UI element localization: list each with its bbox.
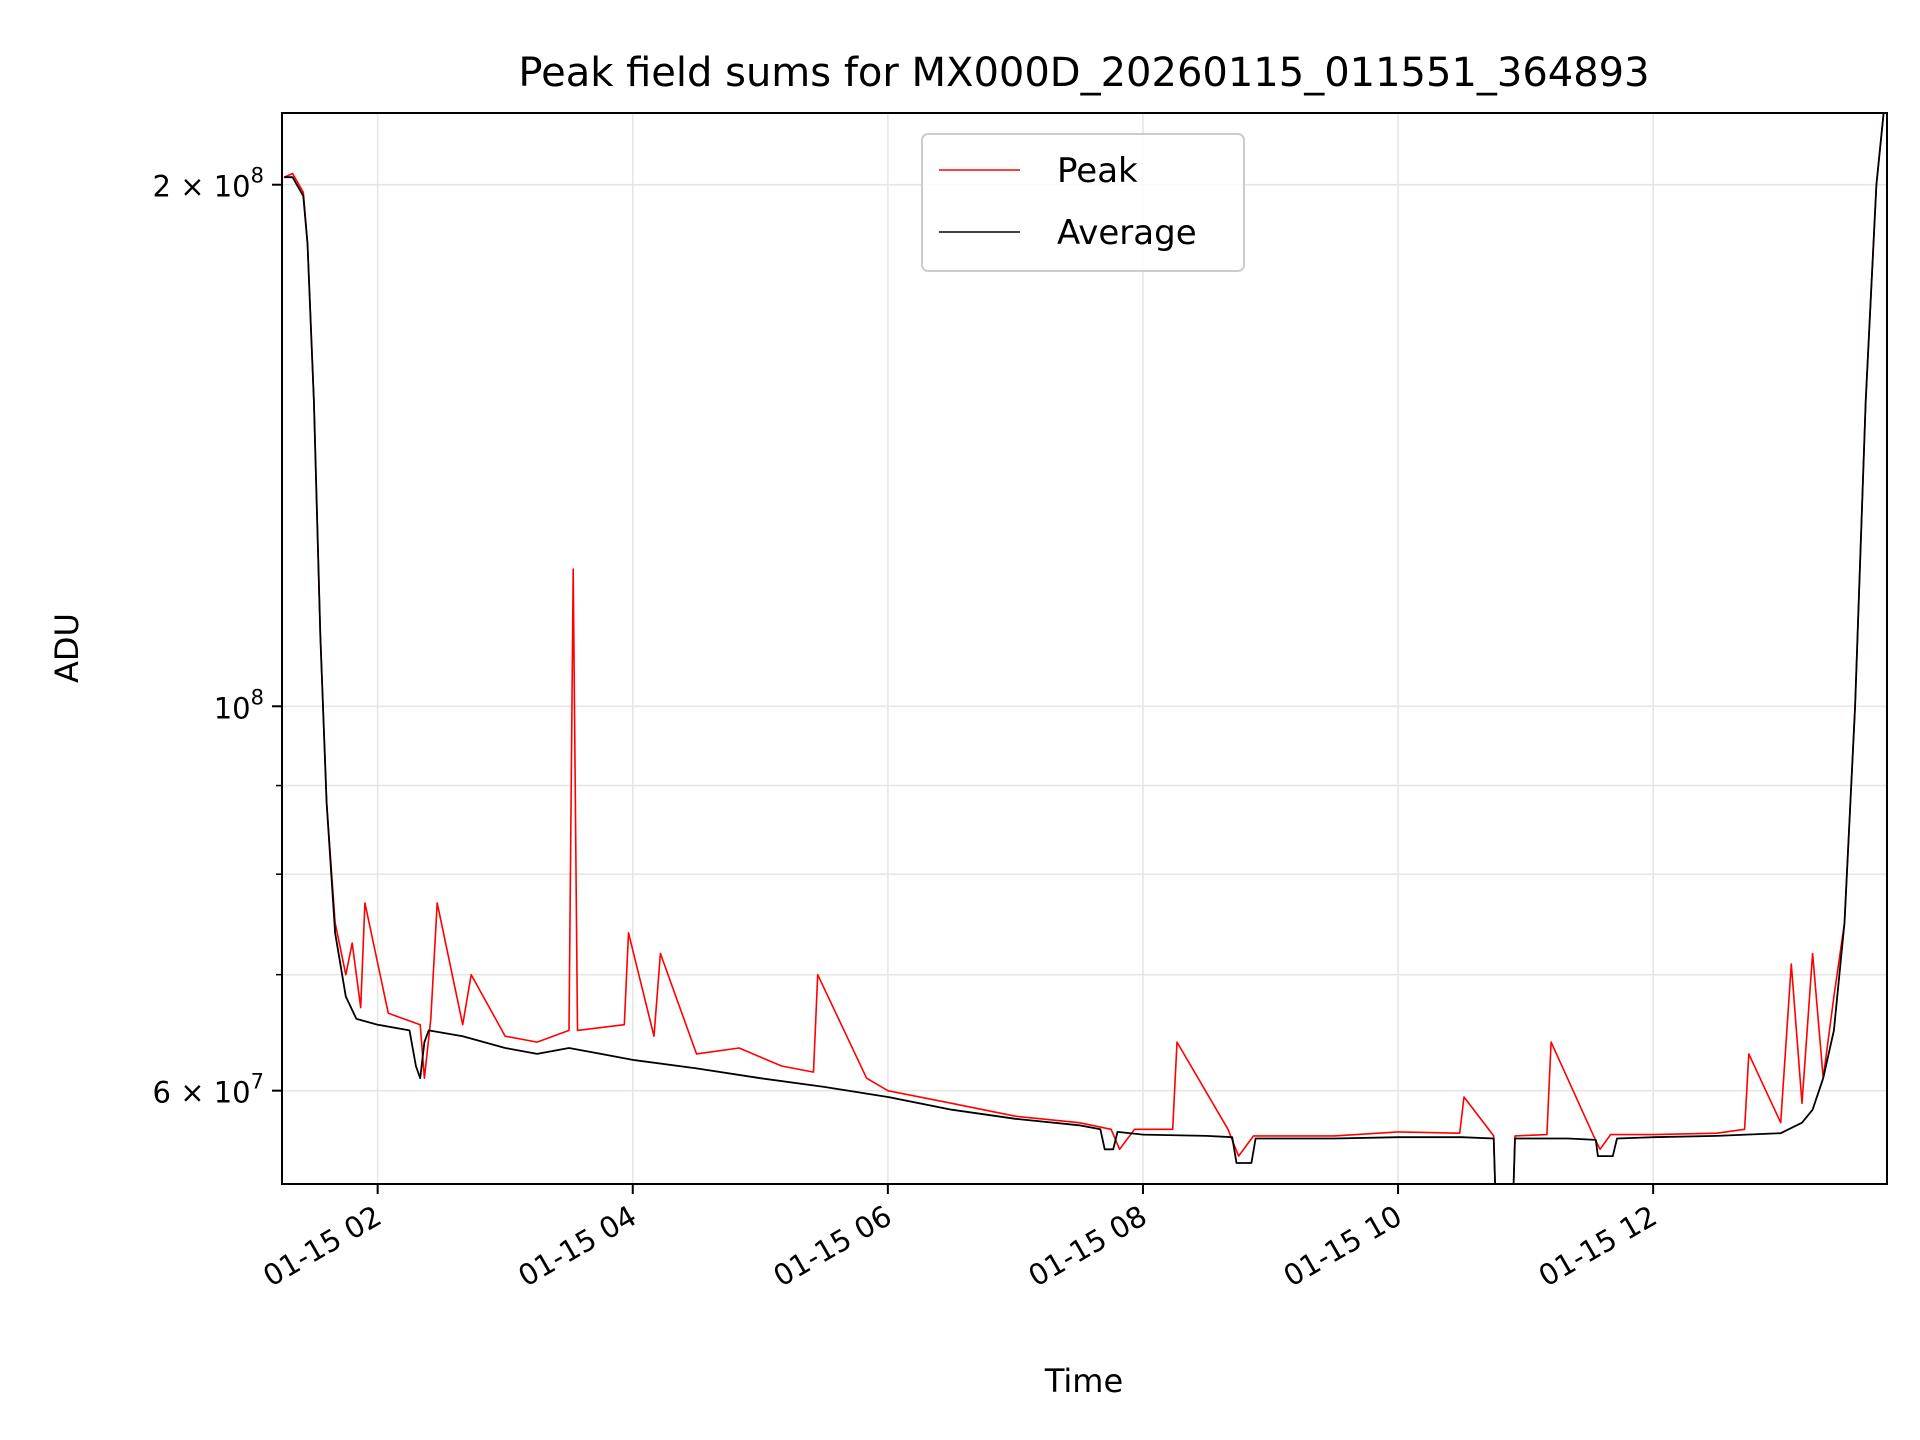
y-tick-label: 6 × 107 — [153, 1070, 264, 1110]
plot-area — [282, 113, 1887, 1184]
grid — [282, 113, 1887, 1184]
x-axis-label: Time — [1044, 1362, 1123, 1400]
legend-label-average: Average — [1057, 213, 1197, 253]
series-layer — [283, 113, 1885, 1184]
chart-title: Peak field sums for MX000D_20260115_0115… — [518, 50, 1649, 96]
series-line-average — [284, 113, 1885, 1184]
y-tick-label: 2 × 108 — [153, 164, 264, 204]
legend-label-peak: Peak — [1057, 151, 1138, 191]
series-line-peak — [283, 113, 1885, 1184]
y-axis-label: ADU — [48, 613, 86, 683]
y-tick-label: 108 — [214, 685, 264, 725]
plot-frame — [281, 112, 1888, 1185]
legend-frame — [921, 133, 1245, 272]
legend: Peak Average — [921, 133, 1245, 272]
